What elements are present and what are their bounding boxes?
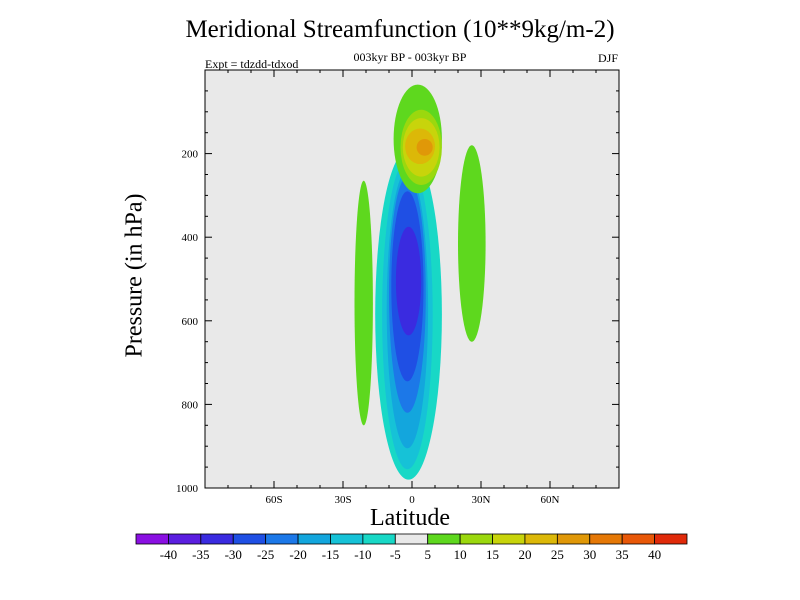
colorbar-label: 5 bbox=[424, 547, 431, 562]
colorbar-label: -10 bbox=[354, 547, 371, 562]
y-tick-label: 200 bbox=[182, 149, 199, 161]
axes-layer: 60S 30S 0 30N 60N 200 400 600 800 1000 bbox=[176, 70, 619, 506]
colorbar-box bbox=[265, 533, 299, 545]
colorbar-box bbox=[135, 533, 169, 545]
colorbar-box bbox=[394, 533, 429, 545]
chart-title: Meridional Streamfunction (10**9kg/m-2) bbox=[185, 16, 615, 43]
colorbar-box bbox=[427, 533, 461, 545]
y-tick-label: 600 bbox=[182, 316, 199, 328]
colorbar-label: -40 bbox=[160, 547, 177, 562]
contour-region bbox=[395, 226, 422, 336]
colorbar-label: -25 bbox=[257, 547, 274, 562]
colorbar-label: 30 bbox=[583, 547, 596, 562]
colorbar-label: -30 bbox=[225, 547, 242, 562]
contour-region bbox=[354, 180, 373, 426]
colorbar-box bbox=[654, 533, 688, 545]
x-axis-label: Latitude bbox=[370, 505, 450, 531]
colorbar-box bbox=[589, 533, 623, 545]
colorbar-label: 40 bbox=[648, 547, 661, 562]
colorbar-box bbox=[524, 533, 558, 545]
x-tick-label: 30N bbox=[472, 494, 491, 506]
colorbar-box bbox=[621, 533, 655, 545]
colorbar-box bbox=[362, 533, 396, 545]
colorbar-label: 15 bbox=[486, 547, 499, 562]
colorbar-box bbox=[200, 533, 234, 545]
colorbar-label: 20 bbox=[518, 547, 531, 562]
colorbar-label: 25 bbox=[551, 547, 564, 562]
y-tick-label: 1000 bbox=[176, 483, 199, 495]
colorbar-label: -5 bbox=[390, 547, 401, 562]
x-tick-label: 30S bbox=[334, 494, 351, 506]
colorbar-box bbox=[459, 533, 493, 545]
colorbar-box bbox=[556, 533, 591, 545]
colorbar-label: -35 bbox=[192, 547, 209, 562]
x-tick-label: 60N bbox=[541, 494, 560, 506]
colorbar-label: -15 bbox=[322, 547, 339, 562]
colorbar-box bbox=[297, 533, 331, 545]
colorbar-label: 10 bbox=[454, 547, 467, 562]
colorbar-label: -20 bbox=[289, 547, 306, 562]
experiment-label: Expt = tdzdd-tdxod bbox=[205, 57, 299, 71]
colorbar-box bbox=[492, 533, 526, 545]
colorbar-box bbox=[232, 533, 267, 545]
contour-region bbox=[416, 138, 433, 156]
season-label: DJF bbox=[597, 51, 618, 65]
colorbar-label: 35 bbox=[616, 547, 629, 562]
contour-fill-layer bbox=[354, 84, 486, 480]
x-tick-label: 0 bbox=[409, 494, 415, 506]
colorbar-box bbox=[168, 533, 202, 545]
y-tick-label: 400 bbox=[182, 232, 199, 244]
colorbar-box bbox=[330, 533, 364, 545]
contour-region bbox=[458, 145, 486, 342]
colorbar: -40 -35 -30 -25 -20 -15 -10 -5 5 10 15 20 25 30 35 40 bbox=[135, 533, 688, 562]
y-tick-label: 800 bbox=[182, 399, 199, 411]
x-tick-label: 60S bbox=[265, 494, 282, 506]
chart-subtitle: 003kyr BP - 003kyr BP bbox=[353, 50, 467, 64]
